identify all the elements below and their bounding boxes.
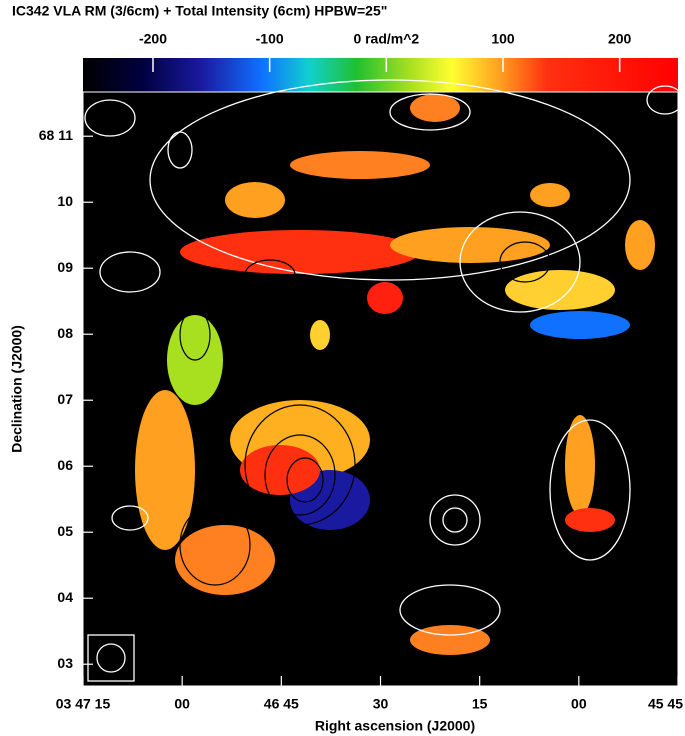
y-tick-label: 06 [57,457,73,473]
y-axis-title: Declination (J2000) [9,325,25,453]
colorbar-tick-label: -100 [256,31,284,47]
y-tick-label: 09 [57,259,73,275]
y-tick-label: 10 [57,193,73,209]
y-tick-label: 68 11 [39,127,73,143]
y-tick-label: 05 [57,523,73,539]
colorbar [83,58,678,92]
x-tick-label: 15 [472,696,488,712]
y-tick-label: 07 [57,391,73,407]
x-tick-label: 30 [373,696,389,712]
colorbar-tick-label: 100 [491,31,515,47]
y-tick-label: 03 [57,655,73,671]
x-tick-label: 00 [174,696,190,712]
map [82,79,684,687]
rm-blobs [135,94,655,655]
y-tick-label: 04 [57,589,73,605]
title: IC342 VLA RM (3/6cm) + Total Intensity (… [12,3,387,19]
x-tick-label: 03 47 15 [56,696,111,712]
y-tick-label: 08 [57,325,73,341]
x-tick-label: 46 45 [264,696,299,712]
x-axis-title: Right ascension (J2000) [315,718,475,734]
colorbar-tick-label: 0 rad/m^2 [353,31,419,47]
x-tick-label: 45 45 [648,696,683,712]
x-tick-label: 00 [571,696,587,712]
contours [84,79,684,636]
colorbar-tick-label: 200 [608,31,632,47]
colorbar-tick-label: -200 [139,31,167,47]
